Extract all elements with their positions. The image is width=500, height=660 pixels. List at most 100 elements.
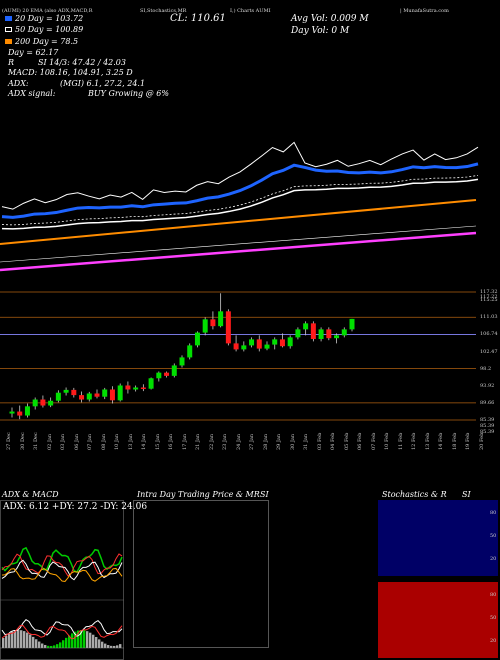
macd-histogram-bar: [119, 644, 122, 648]
candle-body: [303, 323, 309, 330]
adx-label: ADX:: [8, 79, 29, 88]
candle-body: [334, 335, 340, 339]
candle-body: [133, 387, 139, 390]
candle-body: [55, 392, 61, 401]
ema50-dotted: [1, 175, 479, 226]
macd-histogram-bar: [56, 644, 59, 648]
candle-body: [32, 399, 38, 407]
candle-body: [117, 385, 123, 401]
macd-histogram-bar: [110, 645, 113, 648]
price-tick-label: 85.39: [480, 429, 495, 435]
macd-histogram-bar: [89, 632, 92, 648]
stochastics-panel: [378, 500, 498, 576]
ema20-line: [1, 162, 479, 219]
adx-panel-title: ADX & MACD: [2, 490, 59, 499]
candle-body: [171, 365, 177, 376]
macd-histogram-bar: [50, 645, 53, 648]
macd-histogram-bar: [86, 631, 89, 648]
price-tick-label: 111.03: [480, 314, 498, 321]
adx-plus-di-line: [1, 546, 123, 574]
rsi-panel: [378, 582, 498, 658]
stoch-tick-50: 50: [490, 533, 497, 539]
candle-body: [249, 339, 255, 346]
macd-histogram-bar: [32, 636, 35, 648]
macd-histogram-bar: [20, 630, 23, 648]
candle-body: [9, 411, 15, 414]
mgi-label: (MGI) 6.1, 27.2, 24.1: [60, 79, 146, 88]
buy-label: BUY Growing @ 6%: [88, 89, 169, 98]
macd-histogram-bar: [107, 645, 110, 648]
macd-histogram-bar: [5, 635, 8, 648]
candle-body: [179, 357, 185, 366]
candle-body: [218, 311, 224, 327]
ema50-line: [1, 178, 479, 230]
macd-histogram-bar: [47, 645, 50, 648]
adx-line: [1, 559, 123, 581]
r-label: R: [8, 58, 15, 67]
close-label: CL: 110.61: [170, 13, 226, 24]
price-tick-label: 85.39: [480, 417, 495, 423]
candle-body: [86, 393, 92, 400]
macd-histogram-bar: [44, 644, 47, 648]
adx-panel-values: ADX: 6.12 +DY: 27.2 -DY: 24.06: [3, 502, 148, 512]
adx-ma-line: [1, 567, 123, 583]
macd-histogram-bar: [38, 641, 41, 648]
candle-body: [310, 323, 316, 339]
header-top-right: | MunafaSutra.com: [400, 8, 449, 14]
stoch-tick-80: 80: [490, 510, 497, 516]
candle-body: [295, 329, 301, 338]
candle-body: [48, 400, 54, 406]
price-tick-label: 115.25: [480, 297, 498, 304]
macd-histogram-bar: [59, 642, 62, 648]
price-tick-label: 85.39: [480, 423, 495, 429]
macd-histogram-bar: [8, 633, 11, 648]
macd-histogram-bar: [113, 645, 116, 648]
macd-histogram-bar: [77, 630, 80, 648]
macd-histogram-bar: [116, 645, 119, 648]
ema50-label: 50 Day = 100.89: [15, 25, 84, 34]
price-tick-label: 117.22: [480, 294, 498, 301]
intraday-panel: [133, 500, 269, 648]
ema-long-outline: [0, 225, 477, 263]
ema20-swatch: [5, 16, 12, 21]
macd-histogram-bar: [80, 630, 83, 648]
candle-body: [187, 345, 193, 358]
macd-histogram-bar: [2, 638, 5, 648]
macd-histogram-bar: [11, 631, 14, 648]
intraday-panel-title: Intra Day Trading Price & MR: [137, 490, 260, 499]
ema200-line: [0, 199, 477, 245]
macd-histogram-bar: [35, 639, 38, 648]
macd-histogram-bar: [98, 639, 101, 648]
macd-signal-line: [1, 625, 123, 639]
macd-histogram-bar: [41, 643, 44, 648]
candle-body: [326, 329, 332, 339]
macd-histogram-bar: [74, 631, 77, 648]
candle-body: [24, 406, 30, 416]
header-top-mid2: I,) Charts AUMI: [230, 8, 271, 14]
candle-body: [287, 337, 293, 347]
stoch-panel-si: SI: [462, 490, 471, 499]
candle-body: [318, 329, 324, 339]
rsi-label: Day = 62.17: [8, 48, 59, 57]
candle-body: [272, 339, 278, 345]
main-price-chart: [0, 141, 479, 421]
price-tick-label: 98.2: [480, 365, 492, 372]
avg-vol-label: Avg Vol: 0.009 M: [291, 14, 369, 24]
macd-label: MACD: 108.16, 104.91, 3.25 D: [8, 68, 133, 77]
candle-body: [40, 399, 46, 406]
macd-histogram-bar: [23, 631, 26, 648]
candle-body: [102, 389, 108, 397]
candle-body: [349, 318, 355, 330]
ema200-label: 200 Day = 78.5: [15, 37, 79, 46]
candle-body: [140, 387, 146, 389]
candle-body: [17, 411, 23, 416]
price-line: [1, 141, 479, 210]
macd-histogram-bar: [101, 641, 104, 648]
rsi-tick-50: 50: [490, 615, 497, 621]
candle-body: [279, 339, 285, 347]
stoch-rsi-label: SI 14/3: 47.42 / 42.03: [38, 58, 126, 67]
macd-histogram-bar: [65, 637, 68, 648]
ema200-swatch: [5, 39, 12, 44]
macd-histogram-bar: [62, 640, 65, 648]
candle-body: [264, 344, 270, 349]
